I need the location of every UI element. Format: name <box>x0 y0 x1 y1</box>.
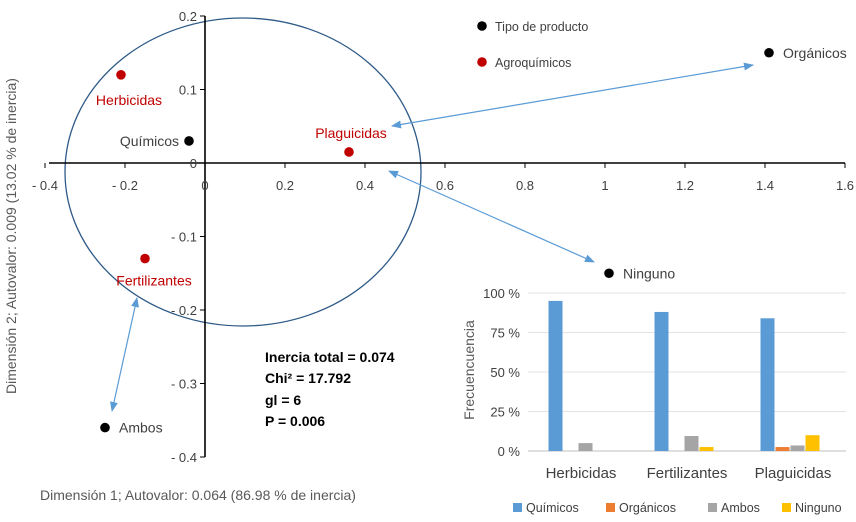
x-tick-label: - 0.2 <box>112 178 138 193</box>
legend-marker <box>477 57 487 67</box>
x-tick-label: 1.2 <box>676 178 694 193</box>
bar-plaguicidas-2 <box>790 445 805 451</box>
x-tick-label: - 0.4 <box>32 178 58 193</box>
bar-category-label: Plaguicidas <box>755 465 832 482</box>
bar-y-tick-label: 50 % <box>490 365 520 380</box>
bar-legend-label: Ninguno <box>795 501 842 515</box>
y-tick-label: - 0.2 <box>171 303 197 318</box>
x-tick-label: 1.6 <box>836 178 854 193</box>
x-tick-label: 0 <box>201 178 208 193</box>
arrow-plaguicidas-organicos <box>391 62 754 129</box>
point-label-fertilizantes: Fertilizantes <box>116 273 191 289</box>
bar-y-tick-label: 25 % <box>490 405 520 420</box>
bar-legend-swatch <box>708 503 717 512</box>
x-tick-label: 0.6 <box>436 178 454 193</box>
point-label-ninguno: Ninguno <box>623 265 675 281</box>
bar-plaguicidas-1 <box>775 447 790 451</box>
legend-label: Agroquímicos <box>495 56 571 70</box>
y-axis-title: Dimensión 2; Autovalor: 0.009 (13.02 % d… <box>3 78 19 394</box>
scatter-axes: - 0.4 - 0.2 0 0.2 0.4 0.6 0.8 1 1.2 1.4 1.6 0.2 0.1 0… <box>32 9 854 465</box>
bar-legend-label: Químicos <box>526 501 579 515</box>
bar-plaguicidas-3 <box>805 435 820 451</box>
x-tick-label: 1.4 <box>756 178 774 193</box>
point-ambos <box>100 422 110 433</box>
point-label-organicos: Orgánicos <box>783 45 847 61</box>
point-plaguicidas <box>344 147 354 157</box>
point-label-quimicos: Químicos <box>120 133 179 149</box>
bar-legend-swatch <box>782 503 791 512</box>
stat-chi2: Chi² = 17.792 <box>265 370 351 386</box>
bar-herbicidas-2 <box>578 443 593 451</box>
bar-herbicidas-0 <box>548 300 563 451</box>
point-fertilizantes <box>140 253 150 264</box>
stat-p: P = 0.006 <box>265 413 325 429</box>
y-tick-label: 0.1 <box>179 83 197 98</box>
x-tick-label: 0.8 <box>516 178 534 193</box>
bar-gridlines: 0 % 25 % 50 % 75 % 100 % <box>483 286 846 459</box>
bar-y-axis-title: Frecuencuencia <box>461 320 477 420</box>
y-tick-label: - 0.4 <box>171 450 197 465</box>
point-label-ambos: Ambos <box>119 420 163 436</box>
point-ninguno <box>604 268 614 279</box>
bar-category-label: Fertilizantes <box>647 465 728 482</box>
x-tick-label: 0.4 <box>356 178 374 193</box>
point-organicos <box>764 47 774 58</box>
arrow-plaguicidas-ninguno <box>388 170 595 263</box>
bar-fertilizantes-3 <box>699 447 714 451</box>
correspondence-plot: - 0.4 - 0.2 0 0.2 0.4 0.6 0.8 1 1.2 1.4 1.6 0.2 0.1 0… <box>3 9 854 503</box>
point-label-herbicidas: Herbicidas <box>96 92 162 108</box>
bar-legend-swatch <box>513 503 522 512</box>
point-label-plaguicidas: Plaguicidas <box>315 125 387 141</box>
bar-legend: Químicos Orgánicos Ambos Ninguno <box>513 501 842 515</box>
scatter-legend: Tipo de producto Agroquímicos <box>477 20 588 70</box>
bar-fertilizantes-2 <box>684 435 699 451</box>
point-quimicos <box>184 136 194 146</box>
bar-labels: Herbicidas Fertilizantes Plaguicidas <box>546 465 832 482</box>
legend-marker <box>477 21 487 31</box>
y-tick-label: - 0.1 <box>171 230 197 245</box>
y-tick-label: - 0.3 <box>171 377 197 392</box>
stat-gl: gl = 6 <box>265 392 301 408</box>
arrow-fertilizantes-ambos <box>110 297 139 412</box>
point-herbicidas <box>116 70 126 80</box>
bar-plaguicidas-0 <box>760 318 775 451</box>
bar-category-label: Herbicidas <box>546 465 617 482</box>
x-tick-label: 0.2 <box>276 178 294 193</box>
x-axis-title: Dimensión 1; Autovalor: 0.064 (86.98 % d… <box>40 487 356 503</box>
bar-y-tick-label: 100 % <box>483 286 520 301</box>
legend-label: Tipo de producto <box>495 20 588 34</box>
bar-fertilizantes-0 <box>654 311 669 451</box>
x-tick-label: 1 <box>601 178 608 193</box>
bar-y-tick-label: 75 % <box>490 326 520 341</box>
bar-bars <box>548 300 820 451</box>
bar-y-tick-label: 0 % <box>498 444 521 459</box>
frequency-bar-chart: 0 % 25 % 50 % 75 % 100 % Herbicidas Fertiliza… <box>461 286 846 515</box>
scatter-arrows <box>110 62 754 412</box>
stat-inertia: Inercia total = 0.074 <box>265 349 395 365</box>
bar-legend-label: Ambos <box>721 501 760 515</box>
stats-annotation: Inercia total = 0.074 Chi² = 17.792 gl =… <box>265 349 395 429</box>
bar-legend-swatch <box>606 503 615 512</box>
y-tick-label: 0 <box>190 156 197 171</box>
scatter-points: Químicos Orgánicos Ninguno Ambos Herbicidas P… <box>96 45 847 436</box>
bar-legend-label: Orgánicos <box>619 501 676 515</box>
y-tick-label: 0.2 <box>179 9 197 24</box>
